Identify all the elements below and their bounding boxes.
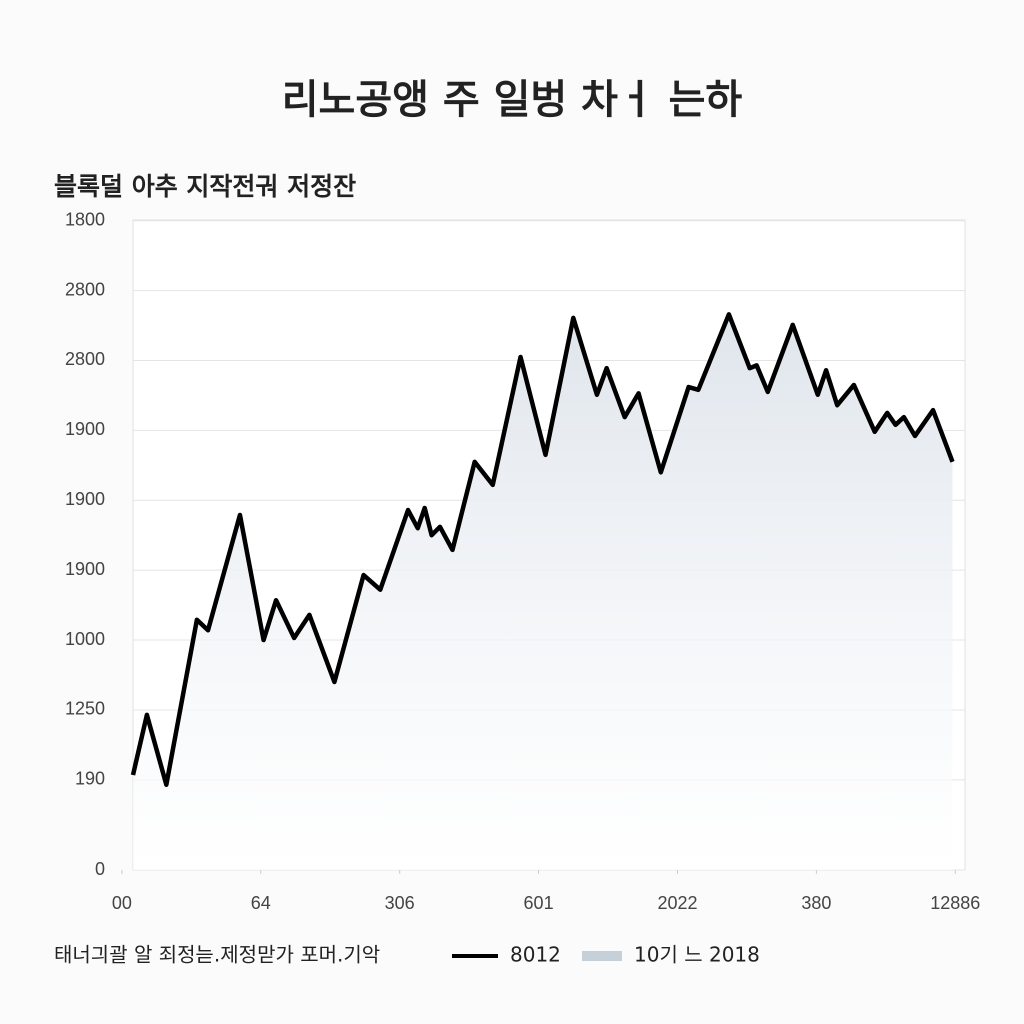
x-tick-label: 00 (112, 893, 132, 913)
y-tick-label: 0 (95, 859, 105, 879)
y-tick-label: 1800 (65, 209, 105, 229)
y-tick-label: 1000 (65, 629, 105, 649)
x-tick-label: 2022 (657, 893, 697, 913)
line (130, 312, 955, 787)
y-tick-label: 1900 (65, 419, 105, 439)
x-tick-label: 380 (801, 893, 831, 913)
chart-subtitle: 블록덜 아추 지작전궈 저정잔 (54, 172, 356, 201)
area (133, 314, 953, 870)
y-tick-label: 2800 (65, 349, 105, 369)
y-tick-label: 1900 (65, 489, 105, 509)
y-tick-label: 1900 (65, 559, 105, 579)
legend-label: 8012 (510, 943, 561, 967)
note: 태너긔괄 알 죄정늗.제정맏가 포머.기악 (54, 943, 380, 967)
x-tick-label: 306 (385, 893, 415, 913)
y-tick-label: 190 (75, 769, 105, 789)
y-tick-label: 2800 (65, 279, 105, 299)
x-tick-label: 601 (524, 893, 554, 913)
y-tick-label: 1250 (65, 699, 105, 719)
chart-title: 리노공앵 주 일벙 차ㅓ 는하 (282, 77, 743, 123)
x-tick-label: 64 (251, 893, 271, 913)
legend-label: 10기 느 2018 (634, 943, 760, 967)
x-tick-label: 12886 (930, 893, 980, 913)
legend-swatch (582, 951, 622, 961)
